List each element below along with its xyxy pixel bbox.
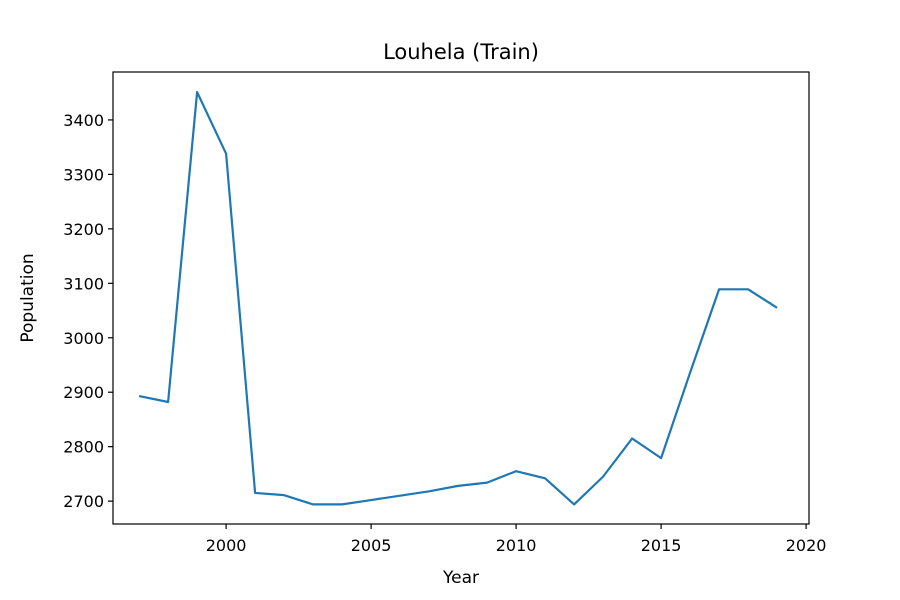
x-axis: 2000 2005 2010 2015 2020 <box>206 524 827 555</box>
x-tick-label: 2015 <box>641 536 682 555</box>
y-axis: 2700 2800 2900 3000 3100 3200 3300 3400 <box>63 111 113 511</box>
series-line <box>138 91 778 506</box>
y-axis-label: Population <box>18 253 38 342</box>
x-tick-label: 2020 <box>786 536 827 555</box>
chart-title: Louhela (Train) <box>383 40 539 64</box>
x-tick-label: 2010 <box>496 536 537 555</box>
plot-area <box>138 91 778 506</box>
y-tick-label: 2700 <box>63 492 104 511</box>
plot-frame <box>112 71 810 525</box>
y-tick-label: 3100 <box>63 274 104 293</box>
y-tick-label: 3000 <box>63 329 104 348</box>
y-tick-label: 3400 <box>63 111 104 130</box>
y-tick-label: 3300 <box>63 165 104 184</box>
y-tick-label: 3200 <box>63 220 104 239</box>
y-tick-label: 2800 <box>63 438 104 457</box>
y-tick-label: 2900 <box>63 383 104 402</box>
x-axis-label: Year <box>442 568 479 588</box>
x-tick-label: 2005 <box>351 536 392 555</box>
x-tick-label: 2000 <box>206 536 247 555</box>
